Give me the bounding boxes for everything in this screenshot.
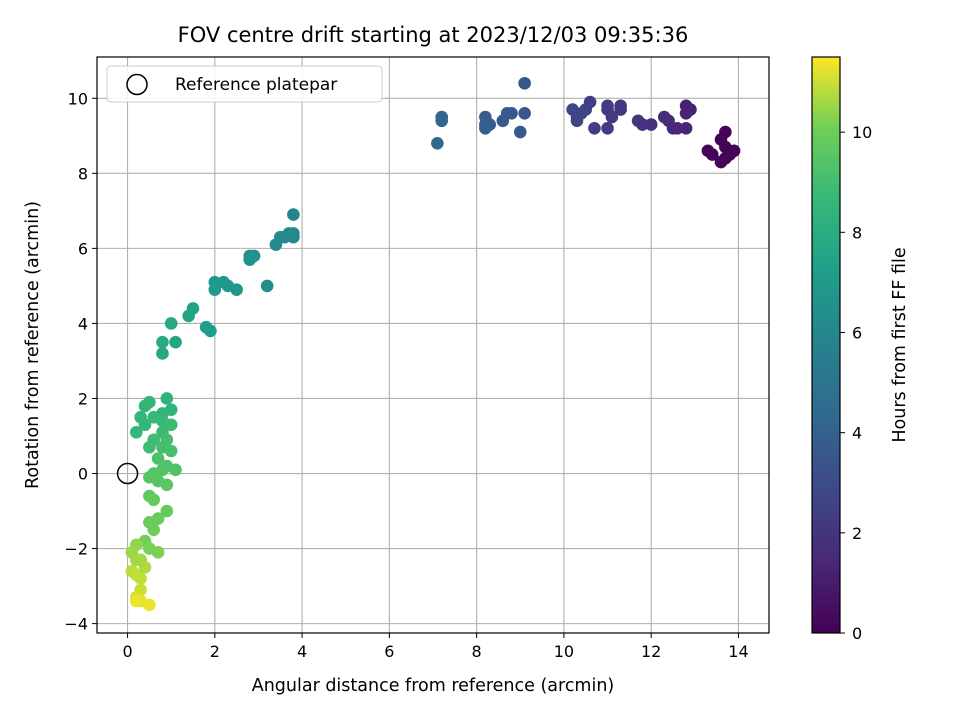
y-tick-label: 2 xyxy=(78,389,88,408)
data-point xyxy=(644,118,658,131)
data-point xyxy=(138,418,152,432)
colorbar-label: Hours from first FF file xyxy=(890,247,910,442)
data-point xyxy=(679,121,693,135)
data-point xyxy=(164,418,178,432)
data-point xyxy=(588,121,601,135)
chart-title: FOV centre drift starting at 2023/12/03 … xyxy=(178,23,689,47)
legend-box xyxy=(106,65,383,103)
data-point xyxy=(160,392,174,405)
grid-lines xyxy=(97,57,769,633)
y-tick-label: 8 xyxy=(78,164,88,183)
data-point xyxy=(657,110,671,124)
data-points xyxy=(125,76,741,612)
x-axis-ticks: 0 2 4 6 8 10 12 14 xyxy=(122,633,749,661)
data-point xyxy=(217,275,230,289)
x-axis-label: Angular distance from reference (arcmin) xyxy=(252,676,615,696)
reference-marker-layer xyxy=(116,462,139,485)
y-tick-label: 4 xyxy=(78,314,88,333)
y-tick-label: 0 xyxy=(78,465,88,484)
colorbar-gradient xyxy=(812,57,840,633)
data-point xyxy=(518,76,531,90)
data-point xyxy=(570,110,584,124)
plot-frame xyxy=(96,56,770,634)
colorbar-frame xyxy=(811,56,841,634)
data-point xyxy=(169,335,182,349)
x-tick-label: 6 xyxy=(384,642,394,661)
data-point xyxy=(147,523,161,537)
data-point xyxy=(156,347,169,360)
data-point xyxy=(129,594,143,608)
data-point xyxy=(269,238,283,251)
data-point xyxy=(138,561,152,574)
data-point xyxy=(435,114,449,128)
data-point xyxy=(199,320,213,334)
data-point xyxy=(160,504,174,518)
colorbar-tick-label: 10 xyxy=(852,123,872,142)
y-tick-label: 10 xyxy=(68,89,88,108)
y-axis-label: Rotation from reference (arcmin) xyxy=(23,201,43,489)
data-point xyxy=(164,444,178,458)
colorbar: 0 2 4 6 8 10 Hours from first FF file xyxy=(811,56,910,643)
data-point xyxy=(151,452,165,465)
y-tick-label: −4 xyxy=(64,615,88,634)
colorbar-tick-label: 8 xyxy=(852,223,862,242)
colorbar-tick-label: 0 xyxy=(852,624,862,643)
data-point xyxy=(243,253,257,266)
x-tick-label: 10 xyxy=(554,642,574,661)
data-point xyxy=(156,335,169,349)
x-tick-label: 2 xyxy=(210,642,220,661)
data-point xyxy=(260,279,274,293)
legend-reference-marker xyxy=(126,73,148,96)
y-tick-label: −2 xyxy=(64,540,88,559)
legend-entry-label: Reference platepar xyxy=(175,75,337,95)
data-point xyxy=(719,152,732,165)
y-axis-ticks: −4 −2 0 2 4 6 8 10 xyxy=(64,89,97,634)
y-tick-label: 6 xyxy=(78,239,88,258)
data-point xyxy=(208,283,222,296)
data-point xyxy=(679,106,693,120)
x-tick-label: 0 xyxy=(122,642,132,661)
data-point xyxy=(143,598,156,612)
data-point xyxy=(143,440,156,454)
data-point xyxy=(287,208,300,221)
data-point xyxy=(134,572,147,585)
x-tick-label: 14 xyxy=(728,642,748,661)
data-point xyxy=(601,121,614,135)
data-point xyxy=(182,309,195,323)
data-point xyxy=(431,137,444,150)
data-point xyxy=(601,99,614,113)
data-point xyxy=(701,144,715,158)
data-point xyxy=(147,493,161,507)
data-point xyxy=(518,106,531,120)
reference-platepar-marker xyxy=(116,462,139,485)
data-point xyxy=(160,478,174,492)
colorbar-tick-label: 4 xyxy=(852,424,862,443)
data-point xyxy=(513,125,527,139)
data-point xyxy=(479,118,492,131)
data-point xyxy=(151,546,165,559)
x-tick-label: 4 xyxy=(297,642,307,661)
colorbar-tick-label: 2 xyxy=(852,524,862,543)
data-point xyxy=(614,103,627,116)
data-point xyxy=(631,114,645,128)
colorbar-tick-label: 6 xyxy=(852,323,862,342)
data-point xyxy=(164,317,178,330)
legend: Reference platepar xyxy=(106,65,383,103)
x-tick-label: 8 xyxy=(472,642,482,661)
data-point xyxy=(496,114,510,128)
x-tick-label: 12 xyxy=(641,642,661,661)
data-point xyxy=(129,425,143,439)
colorbar-ticks: 0 2 4 6 8 10 xyxy=(840,123,872,643)
data-point xyxy=(138,399,152,413)
